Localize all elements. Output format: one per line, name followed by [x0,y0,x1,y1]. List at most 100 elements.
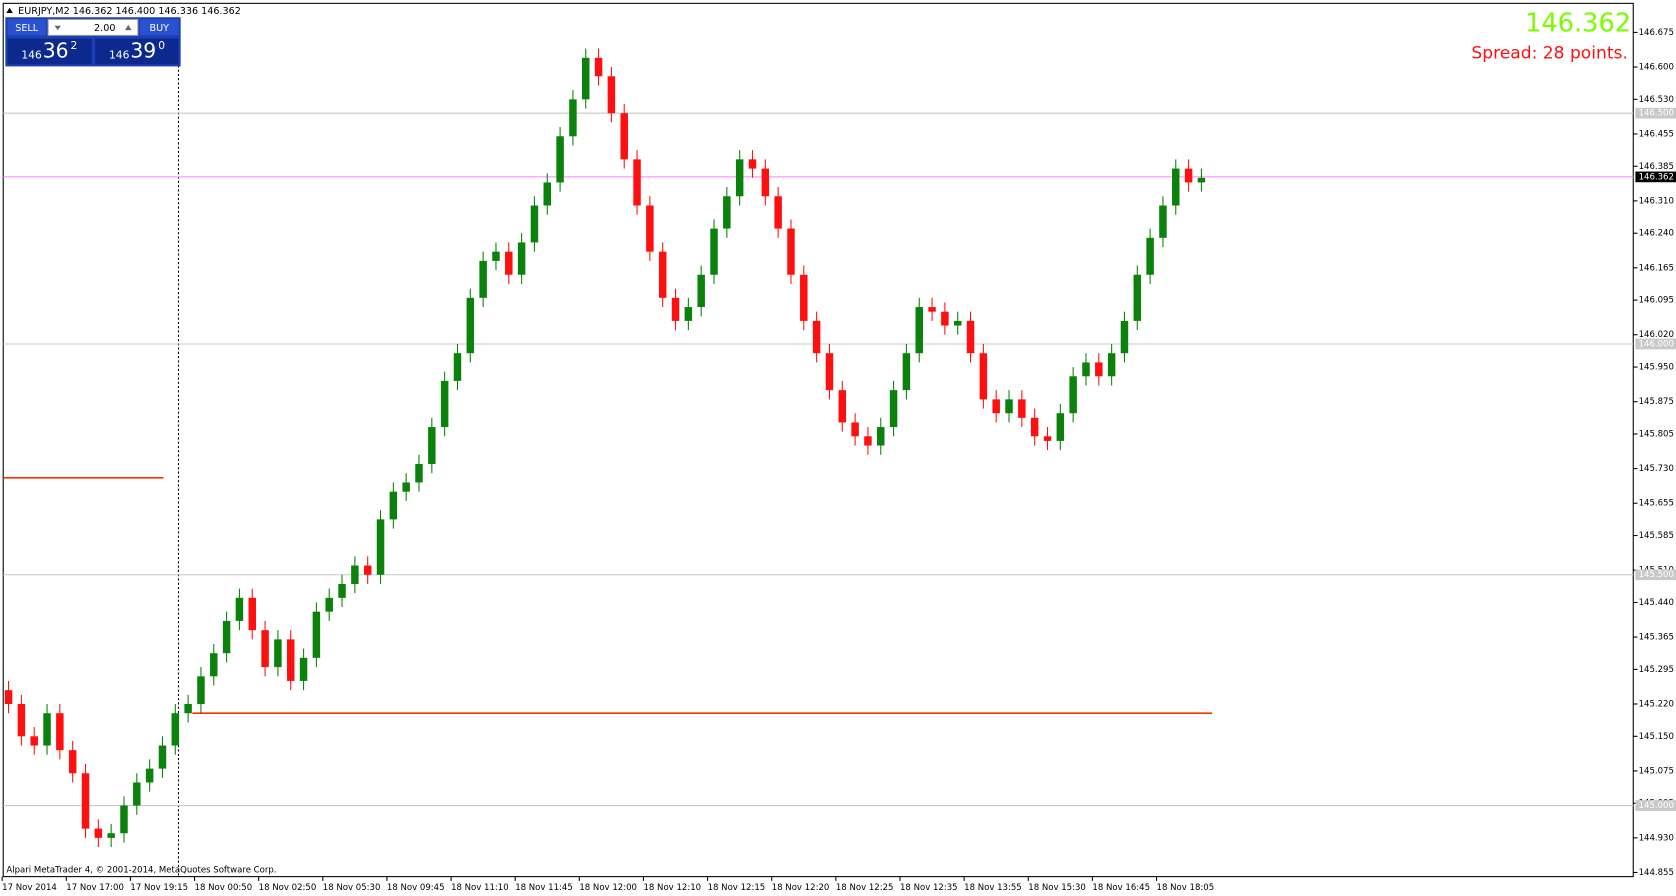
candle-body [787,228,795,275]
candle-body [479,260,487,298]
candle-body [158,745,167,769]
y-tick-label: 146.165 [1639,263,1674,273]
x-tick-label: 18 Nov 11:45 [515,883,573,893]
candle-body [928,307,936,312]
lots-field[interactable] [47,18,139,36]
candle-body [1082,362,1090,377]
candle-body [902,353,911,391]
y-tick-label: 145.220 [1639,699,1674,709]
candle-body [979,353,988,400]
candle-body [133,782,141,806]
candle-body [607,76,616,114]
sell-button[interactable] [7,19,46,36]
candle-body [351,565,359,584]
candle-body [1184,168,1193,183]
menu-arrow[interactable] [6,7,13,13]
candle-body [312,611,321,658]
candle-body [684,307,693,321]
y-tick-label: 146.675 [1639,28,1674,38]
buy-quote-frac: 0 [158,39,165,52]
candle-body [877,427,885,446]
lots-value: 2.00 [94,23,115,34]
x-tick-label: 17 Nov 2014 [2,883,57,893]
candle-body [594,57,603,77]
footer: Alpari MetaTrader 4, © 2001-2014, MetaQu… [6,866,276,876]
sell-quote-pips: 36 [43,38,69,62]
candle-body [800,274,808,321]
candle-body [1056,413,1065,441]
candle-body [966,320,975,354]
x-tick-label: 18 Nov 12:00 [579,883,637,893]
y-tick-label: 145.295 [1639,665,1674,675]
y-tick-label: 146.310 [1639,196,1674,206]
candle-body [389,491,398,520]
candle-body [812,320,821,354]
y-tick-label: 145.875 [1639,397,1674,407]
buy-button[interactable] [140,19,179,36]
candle-body [68,750,77,774]
x-tick-label: 18 Nov 12:25 [836,883,894,893]
candle-body [761,168,770,197]
buy-quote-big: 146 [109,49,130,62]
chart-header: EURJPY,M2 146.362 146.400 146.336 146.36… [18,6,241,17]
candle-body [1069,376,1077,414]
candle-body [325,597,333,612]
level-tag [1635,107,1676,119]
candle-body [338,583,346,598]
candle-body [440,380,449,428]
candle-body [43,713,51,746]
candle-body [1197,177,1206,183]
candle-body [735,159,744,197]
y-tick-label: 146.095 [1639,296,1674,306]
candle-body [428,427,436,464]
candle-body [582,57,590,100]
candle-body [671,297,680,321]
x-tick-label: 18 Nov 02:50 [259,883,317,893]
candle-body [530,205,539,243]
candle-body [697,274,705,308]
candle-body [286,639,295,681]
y-tick-label: 146.020 [1639,330,1674,340]
plot-frame [2,2,1634,878]
sell-label: SELL [15,23,39,34]
candle-body [646,205,654,252]
level-label: 145.000 [1639,801,1674,811]
y-tick-label: 146.455 [1639,129,1674,139]
candle-body [1018,399,1026,418]
buy-quote-bg[interactable] [95,38,179,65]
sell-quote-bg[interactable] [7,38,92,65]
level-tag [1635,338,1676,350]
x-tick-label: 18 Nov 12:10 [643,883,701,893]
y-tick-label: 144.855 [1639,868,1674,878]
lots-up[interactable] [125,24,132,31]
candle-body [274,639,282,668]
bid-tag [1635,171,1676,183]
candle-body [1095,362,1103,377]
lots-down[interactable] [54,25,61,31]
candle-body [222,620,231,654]
x-tick-label: 18 Nov 12:20 [772,883,830,893]
bid-price: 146.362 [1525,9,1631,39]
x-tick-label: 18 Nov 11:10 [451,883,509,893]
candle-body [235,597,244,621]
x-tick-label: 18 Nov 15:30 [1028,883,1086,893]
sell-quote-big: 146 [21,49,42,62]
candle-body [210,653,218,677]
y-tick-label: 146.530 [1639,95,1674,105]
candle-body [723,196,731,229]
candle-body [4,690,13,704]
buy-label: BUY [150,23,170,34]
x-tick-label: 18 Nov 18:05 [1157,883,1215,893]
candle-body [94,828,103,838]
candle-body [17,703,26,737]
y-tick-label: 145.150 [1639,732,1674,742]
x-tick-label: 17 Nov 19:15 [130,883,188,893]
x-tick-label: 18 Nov 16:45 [1092,883,1150,893]
spread: Spread: 28 points. [1471,44,1628,64]
candle-body [171,713,180,746]
sell-quote-frac: 2 [71,39,78,52]
candle-body [658,251,667,298]
y-tick-label: 145.075 [1639,766,1674,776]
